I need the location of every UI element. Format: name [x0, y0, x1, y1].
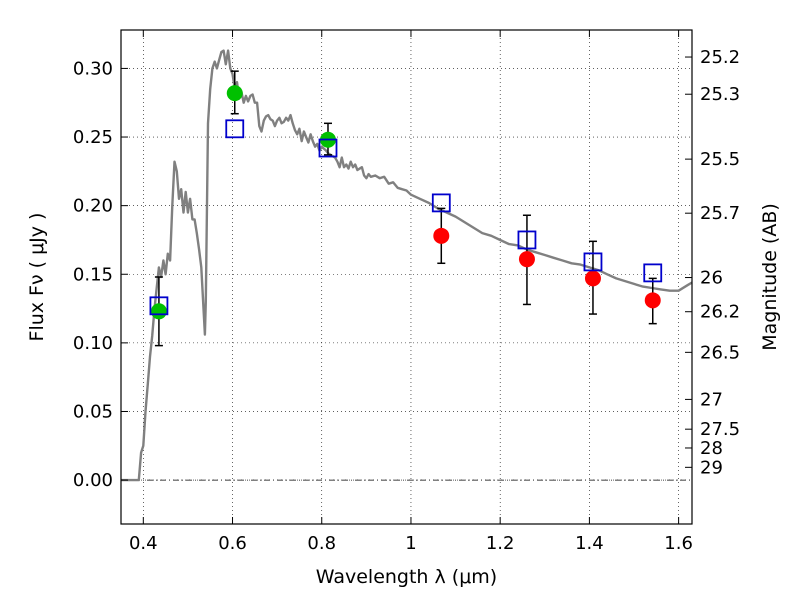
red-data-point: [518, 251, 535, 268]
model-flux-box: [225, 119, 245, 139]
y-tick-label: 0.25: [73, 127, 113, 148]
model-flux-box: [431, 193, 451, 213]
y-axis-ticks: 0.00 0.05 0.10 0.15 0.20 0.25 0.30: [73, 58, 128, 491]
y-axis-title: Flux Fν ( μJy ): [26, 213, 48, 342]
x-tick-label: 0.4: [129, 533, 158, 554]
red-data-point: [433, 227, 450, 244]
y-tick-label: 0.00: [73, 470, 113, 491]
red-data-point: [584, 270, 601, 287]
model-spectrum-line: [121, 49, 693, 482]
y-tick-label: 0.15: [73, 264, 113, 285]
x-tick-label: 1.6: [664, 533, 693, 554]
model-spectrum-group: [121, 49, 693, 482]
magnitude-axis-title: Magnitude (AB): [759, 203, 781, 351]
model-flux-box: [643, 263, 663, 283]
magnitude-tick-label: 26.2: [700, 302, 740, 323]
data-markers: [149, 85, 663, 320]
magnitude-tick-label: 27.5: [700, 419, 740, 440]
model-flux-box: [318, 138, 338, 158]
magnitude-tick-label: 28: [700, 438, 723, 459]
magnitude-tick-label: 25.5: [700, 149, 740, 170]
magnitude-tick-label: 25.2: [700, 47, 740, 68]
magnitude-tick-label: 26: [700, 268, 723, 289]
green-data-point: [150, 303, 167, 320]
magnitude-tick-label: 27: [700, 389, 723, 410]
magnitude-tick-label: 29: [700, 457, 723, 478]
y-tick-label: 0.10: [73, 333, 113, 354]
model-flux-box: [517, 230, 537, 250]
plot-frame: [120, 29, 693, 525]
y-tick-label: 0.20: [73, 196, 113, 217]
x-tick-label: 0.8: [307, 533, 336, 554]
y-tick-label: 0.05: [73, 401, 113, 422]
red-data-point: [644, 292, 661, 309]
x-axis-ticks: 0.4 0.6 0.8 1 1.2 1.4 1.6: [129, 30, 693, 554]
x-tick-label: 0.6: [218, 533, 247, 554]
magnitude-tick-label: 25.3: [700, 84, 740, 105]
model-flux-box: [583, 252, 603, 272]
y-tick-label: 0.30: [73, 58, 113, 79]
x-tick-label: 1: [405, 533, 416, 554]
x-tick-label: 1.4: [575, 533, 604, 554]
green-data-point: [226, 85, 243, 102]
x-axis-title: Wavelength λ (μm): [316, 566, 497, 588]
magnitude-tick-label: 26.5: [700, 342, 740, 363]
model-flux-box: [149, 296, 169, 316]
magnitude-tick-label: 25.7: [700, 203, 740, 224]
x-tick-label: 1.2: [486, 533, 515, 554]
